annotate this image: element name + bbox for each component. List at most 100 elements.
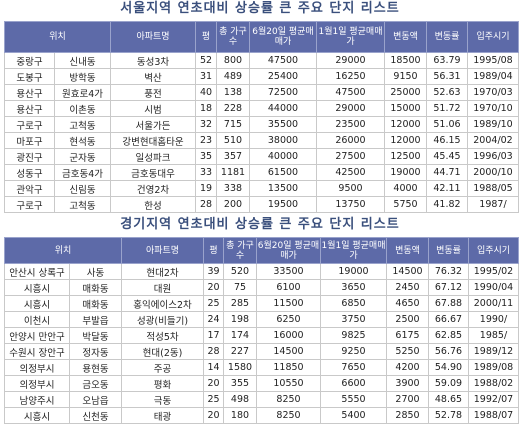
table-row: 남양주시 오남읍 극동 25 498 8250 5550 2700 48.65 1992/07 — [4, 391, 519, 408]
gyeonggi-table: 위치 아파트명 평 총 가구수 6월20일 평균매매가 1월1일 평균매매가 변… — [4, 237, 519, 424]
cell-pyeong: 28 — [195, 196, 217, 213]
cell-district: 마포구 — [4, 132, 55, 149]
cell-change-rate: 67.12 — [428, 279, 469, 296]
cell-june-price: 38000 — [249, 132, 317, 149]
header-location: 위치 — [4, 21, 111, 53]
cell-jan-price: 27500 — [316, 148, 385, 165]
cell-change-rate: 54.90 — [428, 359, 469, 376]
cell-dong: 고척동 — [54, 116, 111, 133]
cell-jan-price: 9250 — [320, 343, 387, 360]
cell-change-amount: 19000 — [384, 164, 427, 181]
header-june-price: 6월20일 평균매매가 — [256, 237, 321, 264]
cell-district: 광진구 — [4, 148, 55, 165]
cell-june-price: 8250 — [256, 391, 321, 408]
table-row: 구로구 고척동 서울가든 32 715 35500 23500 12000 51.06 1989/… — [4, 116, 519, 133]
cell-dong: 정자동 — [69, 343, 122, 360]
cell-june-price: 40000 — [249, 148, 317, 165]
cell-june-price: 25400 — [249, 68, 317, 85]
cell-change-amount: 5750 — [384, 196, 427, 213]
cell-pyeong: 17 — [203, 327, 224, 344]
cell-pyeong: 25 — [203, 391, 224, 408]
cell-change-amount: 2700 — [386, 391, 429, 408]
table-row: 의정부시 금오동 평화 20 355 10550 6600 3900 59.09 1988/02 — [4, 375, 519, 392]
cell-jan-price: 13750 — [316, 196, 385, 213]
cell-move-in: 2004/02 — [467, 132, 519, 149]
cell-households: 715 — [216, 116, 250, 133]
cell-pyeong: 32 — [195, 116, 217, 133]
cell-dong: 사동 — [69, 263, 122, 280]
cell-june-price: 47500 — [249, 52, 317, 69]
cell-change-amount: 4200 — [386, 359, 429, 376]
cell-change-rate: 59.09 — [428, 375, 469, 392]
cell-households: 75 — [223, 279, 257, 296]
cell-change-amount: 3900 — [386, 375, 429, 392]
cell-dong: 박달동 — [69, 327, 122, 344]
cell-households: 227 — [223, 343, 257, 360]
cell-district: 안양시 만안구 — [4, 327, 70, 344]
cell-move-in: 1989/08 — [468, 359, 519, 376]
cell-dong: 오남읍 — [69, 391, 122, 408]
header-jan-price: 1월1일 평균매매가 — [316, 21, 385, 53]
cell-dong: 신천동 — [69, 407, 122, 424]
header-move-in: 입주시기 — [468, 237, 519, 264]
cell-households: 180 — [223, 407, 257, 424]
cell-jan-price: 6600 — [320, 375, 387, 392]
cell-district: 구로구 — [4, 116, 55, 133]
cell-move-in: 2000/10 — [467, 164, 519, 181]
table-row: 용산구 이촌동 시범 18 228 44000 29000 15000 51.72 1970/10 — [4, 100, 519, 117]
cell-change-rate: 76.32 — [428, 263, 469, 280]
table-row: 용산구 원효로4가 풍전 40 138 72500 47500 25000 52.63 1970/… — [4, 84, 519, 101]
cell-district: 이천시 — [4, 311, 70, 328]
cell-households: 355 — [223, 375, 257, 392]
cell-dong: 원효로4가 — [54, 84, 111, 101]
cell-change-amount: 12500 — [384, 148, 427, 165]
cell-pyeong: 33 — [195, 164, 217, 181]
cell-change-rate: 56.76 — [428, 343, 469, 360]
cell-change-rate: 41.82 — [426, 196, 468, 213]
cell-households: 198 — [223, 311, 257, 328]
cell-dong: 매화동 — [69, 279, 122, 296]
header-change-rate: 변동률 — [428, 237, 469, 264]
cell-jan-price: 29000 — [316, 52, 385, 69]
cell-households: 1580 — [223, 359, 257, 376]
cell-pyeong: 20 — [203, 279, 224, 296]
cell-change-rate: 52.78 — [428, 407, 469, 424]
cell-change-amount: 15000 — [384, 100, 427, 117]
cell-households: 498 — [223, 391, 257, 408]
cell-apt-name: 금호동대우 — [110, 164, 196, 181]
table-row: 시흥시 매화동 대원 20 75 6100 3650 2450 67.12 1990/04 — [4, 279, 519, 296]
cell-june-price: 44000 — [249, 100, 317, 117]
cell-change-amount: 2850 — [386, 407, 429, 424]
header-change-rate: 변동률 — [426, 21, 468, 53]
cell-households: 1181 — [216, 164, 250, 181]
cell-jan-price: 23500 — [316, 116, 385, 133]
table-row: 의정부시 용현동 주공 14 1580 11850 7650 4200 54.90 1989/08 — [4, 359, 519, 376]
cell-change-amount: 5250 — [386, 343, 429, 360]
cell-jan-price: 9500 — [316, 180, 385, 197]
cell-change-rate: 51.06 — [426, 116, 468, 133]
cell-change-rate: 45.45 — [426, 148, 468, 165]
cell-jan-price: 6850 — [320, 295, 387, 312]
header-june-price: 6월20일 평균매매가 — [249, 21, 317, 53]
cell-district: 시흥시 — [4, 295, 70, 312]
cell-district: 의정부시 — [4, 359, 70, 376]
cell-pyeong: 35 — [195, 148, 217, 165]
header-location: 위치 — [4, 237, 122, 264]
cell-households: 174 — [223, 327, 257, 344]
cell-apt-name: 현대2차 — [121, 263, 204, 280]
cell-apt-name: 주공 — [121, 359, 204, 376]
cell-move-in: 1990/ — [468, 311, 519, 328]
cell-jan-price: 3650 — [320, 279, 387, 296]
gyeonggi-table-title: 경기지역 연초대비 상승률 큰 주요 단지 리스트 — [120, 217, 400, 232]
cell-change-rate: 62.85 — [428, 327, 469, 344]
cell-pyeong: 40 — [195, 84, 217, 101]
cell-district: 안산시 상록구 — [4, 263, 70, 280]
cell-dong: 방학동 — [54, 68, 111, 85]
cell-households: 338 — [216, 180, 250, 197]
cell-move-in: 1989/12 — [468, 343, 519, 360]
cell-move-in: 1970/03 — [467, 84, 519, 101]
cell-apt-name: 일성파크 — [110, 148, 196, 165]
cell-june-price: 11500 — [256, 295, 321, 312]
cell-jan-price: 3750 — [320, 311, 387, 328]
